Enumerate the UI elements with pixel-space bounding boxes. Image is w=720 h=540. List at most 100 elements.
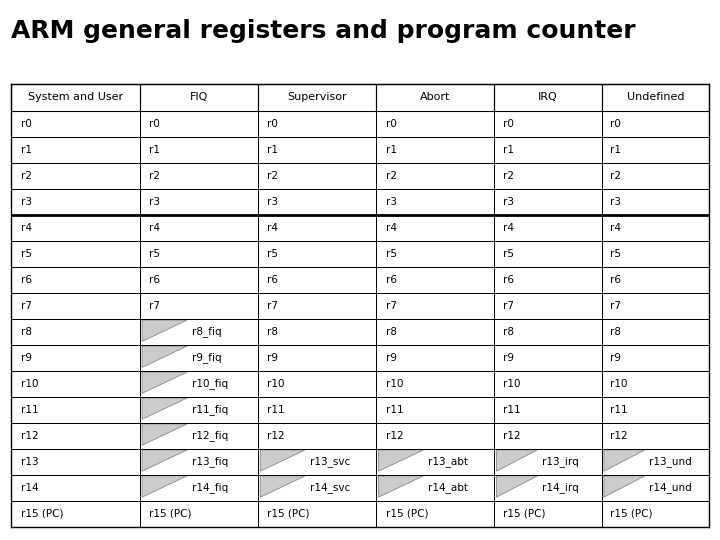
Bar xyxy=(258,267,376,293)
Bar xyxy=(495,319,602,345)
Bar xyxy=(602,293,709,319)
Text: r11: r11 xyxy=(386,404,403,415)
Bar xyxy=(140,137,258,163)
Text: r9: r9 xyxy=(386,353,397,363)
Bar xyxy=(140,423,258,449)
Bar xyxy=(495,111,602,137)
Text: r14_und: r14_und xyxy=(649,482,692,493)
Text: r3: r3 xyxy=(267,197,279,207)
Bar xyxy=(376,397,495,423)
Bar xyxy=(11,137,140,163)
Polygon shape xyxy=(379,476,423,497)
Text: r12_fiq: r12_fiq xyxy=(192,430,228,441)
Bar xyxy=(11,475,140,501)
Bar xyxy=(11,215,140,241)
Text: r4: r4 xyxy=(611,223,621,233)
Text: r1: r1 xyxy=(21,145,32,155)
Text: r1: r1 xyxy=(611,145,621,155)
Bar xyxy=(258,319,376,345)
Polygon shape xyxy=(379,450,423,471)
Text: r15 (PC): r15 (PC) xyxy=(267,509,310,518)
Bar xyxy=(602,397,709,423)
Text: r15 (PC): r15 (PC) xyxy=(149,509,192,518)
Bar xyxy=(376,111,495,137)
Bar xyxy=(376,189,495,215)
Bar xyxy=(140,475,258,501)
Polygon shape xyxy=(142,320,187,341)
Text: r0: r0 xyxy=(503,119,514,129)
Bar xyxy=(495,371,602,397)
Text: r12: r12 xyxy=(503,430,521,441)
Text: r5: r5 xyxy=(267,249,279,259)
Bar xyxy=(258,111,376,137)
Polygon shape xyxy=(142,424,187,446)
Text: r10: r10 xyxy=(386,379,403,389)
Text: r13_svc: r13_svc xyxy=(310,456,350,467)
Bar xyxy=(258,449,376,475)
Bar xyxy=(376,241,495,267)
Text: r1: r1 xyxy=(267,145,279,155)
Bar xyxy=(140,215,258,241)
Text: System and User: System and User xyxy=(27,92,123,103)
Text: r12: r12 xyxy=(21,430,39,441)
Text: r9: r9 xyxy=(267,353,279,363)
Polygon shape xyxy=(142,346,187,367)
Text: r9: r9 xyxy=(503,353,514,363)
Text: r2: r2 xyxy=(21,171,32,181)
Bar xyxy=(376,163,495,189)
Text: r8: r8 xyxy=(267,327,279,337)
Text: r6: r6 xyxy=(149,275,160,285)
Text: r5: r5 xyxy=(21,249,32,259)
Bar xyxy=(602,423,709,449)
Bar xyxy=(495,163,602,189)
Bar xyxy=(376,267,495,293)
Text: r2: r2 xyxy=(386,171,397,181)
Bar xyxy=(140,267,258,293)
Text: r11: r11 xyxy=(611,404,628,415)
Bar xyxy=(258,137,376,163)
Text: r4: r4 xyxy=(267,223,279,233)
Bar xyxy=(376,475,495,501)
Text: r13_abt: r13_abt xyxy=(428,456,468,467)
Bar xyxy=(495,267,602,293)
Text: r7: r7 xyxy=(149,301,160,311)
Bar xyxy=(258,345,376,371)
Bar xyxy=(376,215,495,241)
Text: r10_fiq: r10_fiq xyxy=(192,379,228,389)
Polygon shape xyxy=(142,476,187,497)
Text: r2: r2 xyxy=(503,171,514,181)
Text: r7: r7 xyxy=(503,301,514,311)
Bar xyxy=(140,319,258,345)
Bar xyxy=(495,189,602,215)
Bar xyxy=(258,501,376,526)
Text: r2: r2 xyxy=(267,171,279,181)
Polygon shape xyxy=(497,476,537,497)
Bar xyxy=(140,345,258,371)
Bar xyxy=(376,371,495,397)
Bar xyxy=(376,137,495,163)
Text: Supervisor: Supervisor xyxy=(287,92,347,103)
Text: r0: r0 xyxy=(386,119,397,129)
Text: Abort: Abort xyxy=(420,92,451,103)
Text: r9_fiq: r9_fiq xyxy=(192,352,221,363)
Text: r14_irq: r14_irq xyxy=(541,482,578,493)
Text: r1: r1 xyxy=(503,145,514,155)
Bar xyxy=(11,449,140,475)
Bar xyxy=(258,371,376,397)
Bar xyxy=(258,215,376,241)
Text: r14_abt: r14_abt xyxy=(428,482,468,493)
Text: r15 (PC): r15 (PC) xyxy=(21,509,63,518)
Text: FIQ: FIQ xyxy=(189,92,208,103)
Text: r12: r12 xyxy=(267,430,285,441)
Bar xyxy=(495,423,602,449)
Polygon shape xyxy=(604,450,644,471)
Text: r10: r10 xyxy=(503,379,521,389)
Text: r4: r4 xyxy=(386,223,397,233)
Text: r15 (PC): r15 (PC) xyxy=(503,509,546,518)
Text: r13_irq: r13_irq xyxy=(541,456,578,467)
Text: r13_fiq: r13_fiq xyxy=(192,456,228,467)
Text: r14: r14 xyxy=(21,483,39,492)
Bar xyxy=(495,241,602,267)
Bar xyxy=(258,163,376,189)
Bar xyxy=(140,189,258,215)
